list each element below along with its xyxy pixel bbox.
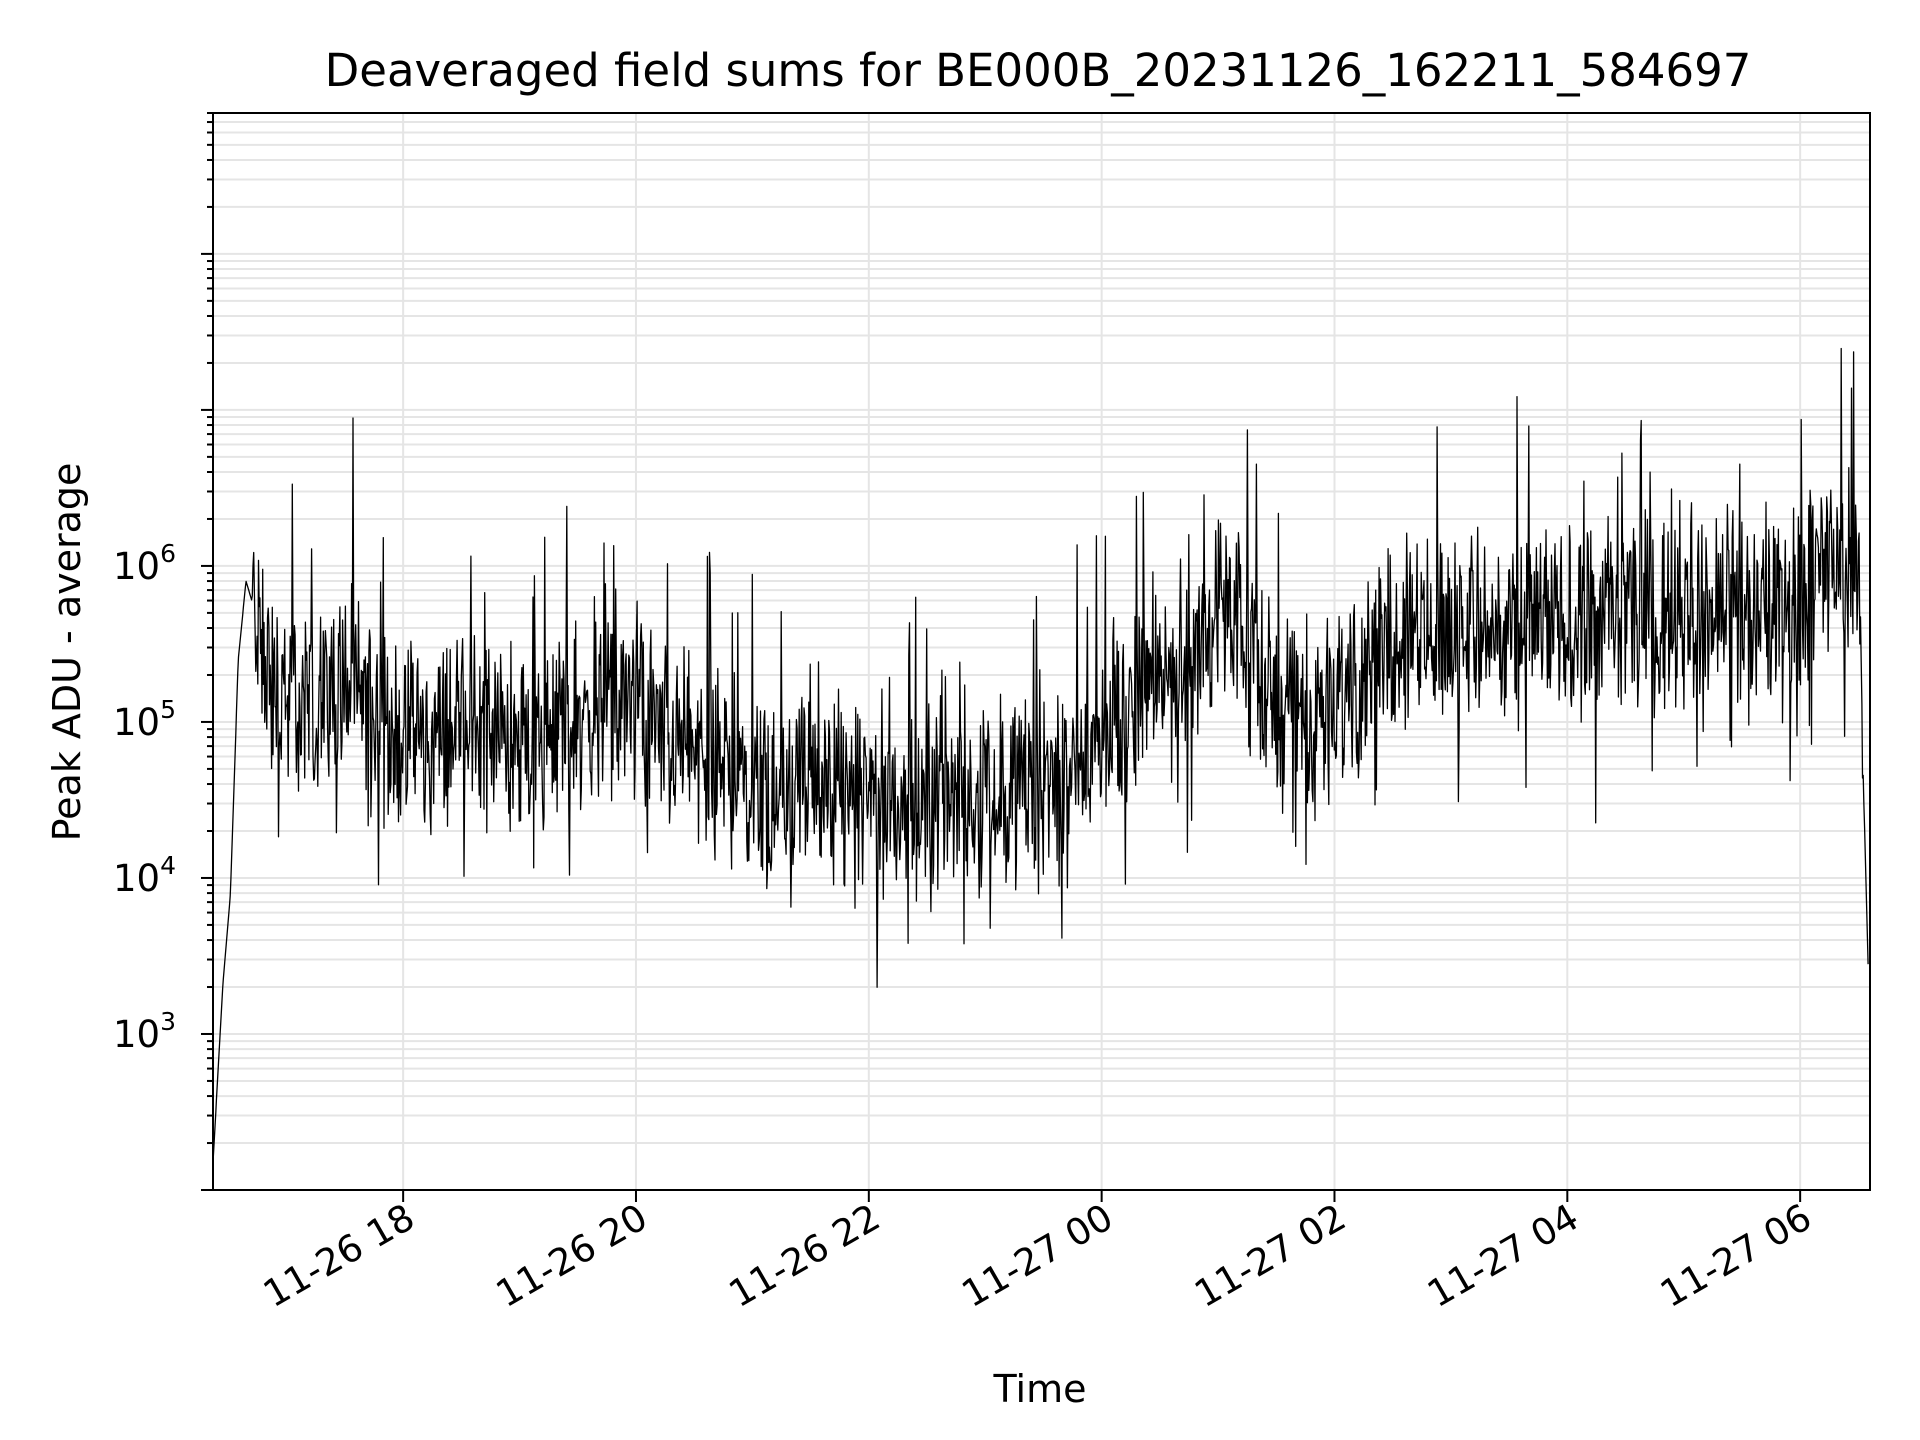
x-tick-label: 11-26 18 bbox=[256, 1196, 422, 1316]
x-tick-label: 11-27 06 bbox=[1653, 1196, 1819, 1316]
y-axis-label: Peak ADU - average bbox=[45, 463, 89, 842]
y-tick-label: 105 bbox=[113, 695, 176, 744]
x-tick-label: 11-26 22 bbox=[722, 1196, 888, 1316]
series-group bbox=[212, 347, 1869, 1163]
y-tick-label: 103 bbox=[113, 1007, 176, 1056]
x-tick-label: 11-26 20 bbox=[489, 1196, 655, 1316]
y-tick-label: 104 bbox=[113, 851, 176, 900]
x-tick-label: 11-27 02 bbox=[1187, 1196, 1353, 1316]
x-axis: 11-26 18 11-26 20 11-26 22 11-27 00 11-27 02… bbox=[256, 1190, 1819, 1316]
x-tick-label: 11-27 00 bbox=[955, 1196, 1121, 1316]
series-line bbox=[212, 347, 1869, 1163]
grid bbox=[213, 112, 1870, 1191]
y-tick-label: 106 bbox=[113, 539, 176, 588]
x-axis-label: Time bbox=[993, 1367, 1087, 1411]
y-axis: 103 104 105 106 bbox=[113, 112, 213, 1191]
plot-frame bbox=[212, 112, 1871, 1191]
chart-title: Deaveraged field sums for BE000B_2023112… bbox=[325, 44, 1752, 97]
x-tick-label: 11-27 04 bbox=[1420, 1196, 1586, 1316]
